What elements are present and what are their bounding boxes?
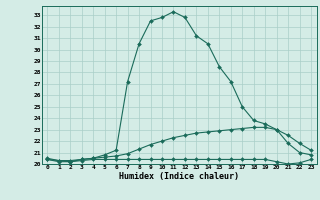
X-axis label: Humidex (Indice chaleur): Humidex (Indice chaleur) <box>119 172 239 181</box>
